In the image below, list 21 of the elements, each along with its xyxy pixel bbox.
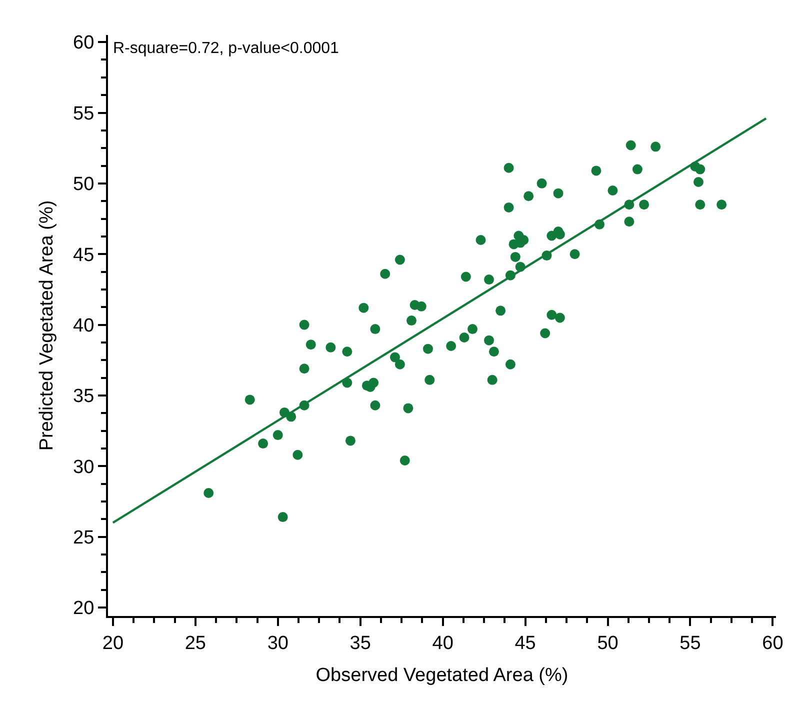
y-tick-label: 35 (73, 386, 94, 408)
annotation: R-square=0.72, p-value<0.0001 (113, 40, 340, 57)
y-tick-label: 25 (73, 527, 94, 548)
x-tick-label: 40 (432, 632, 454, 654)
x-tick-label: 60 (762, 632, 784, 654)
y-tick-label: 45 (73, 244, 94, 266)
x-tick-label: 50 (597, 632, 618, 654)
x-tick-label: 55 (680, 632, 701, 654)
y-tick-label: 30 (73, 456, 94, 478)
x-tick-label: 20 (102, 632, 124, 654)
x-axis-title: Observed Vegetated Area (%) (316, 665, 568, 686)
y-tick-label: 60 (73, 32, 94, 54)
y-tick-label: 20 (73, 598, 94, 620)
y-tick-label: 40 (73, 315, 94, 336)
y-axis-title: Predicted Vegetated Area (%) (36, 200, 58, 451)
x-tick-label: 30 (267, 632, 288, 654)
x-tick-label: 25 (184, 632, 206, 654)
x-tick-label: 35 (350, 632, 371, 654)
y-tick-label: 50 (73, 174, 94, 196)
y-tick-label: 55 (73, 103, 94, 124)
x-tick-label: 45 (514, 632, 536, 654)
